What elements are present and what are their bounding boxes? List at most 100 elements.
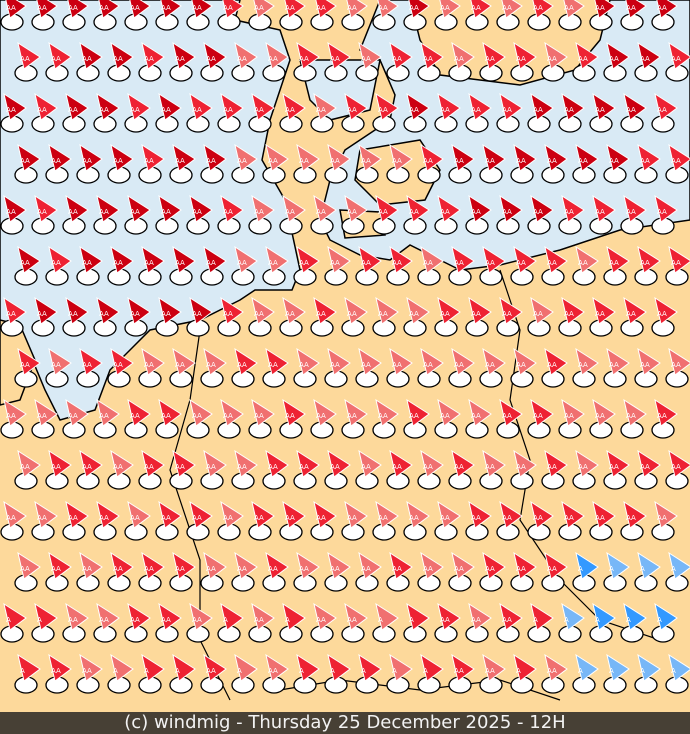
wind-flag-label: AA (471, 310, 481, 318)
wind-marker: AA (310, 296, 337, 337)
wind-marker: AA (124, 194, 151, 235)
wind-flag-label: AA (392, 157, 402, 165)
wind-flag-icon (17, 653, 41, 682)
wind-flag-label: AA (37, 208, 47, 216)
wind-flag-icon (3, 296, 27, 325)
wind-flag-icon (468, 398, 492, 427)
wind-marker: AA (217, 296, 244, 337)
wind-marker: AA (155, 602, 182, 643)
wind-flag-icon (389, 143, 413, 172)
wind-marker: AA (448, 653, 475, 694)
wind-flag-icon (513, 653, 537, 682)
wind-marker: AA (262, 245, 289, 286)
wind-flag-icon (110, 143, 134, 172)
wind-flag-icon (575, 551, 599, 580)
wind-marker: AA (262, 347, 289, 388)
wind-flag-label: A (113, 667, 118, 675)
wind-flag-icon (563, 0, 585, 19)
wind-flag-label: A (423, 667, 428, 675)
wind-marker: A (634, 653, 661, 694)
wind-flag-label: AA (347, 514, 357, 522)
wind-flag-icon (544, 551, 568, 580)
wind-flag-label: AA (533, 208, 543, 216)
wind-flag-icon (127, 296, 151, 325)
wind-marker: AA (155, 500, 182, 541)
wind-marker: AA (355, 143, 382, 184)
wind-flag-icon (17, 551, 41, 580)
wind-flag-label: AA (82, 667, 92, 675)
wind-flag-icon (79, 143, 103, 172)
wind-flag-icon (34, 500, 58, 529)
wind-flag-icon (65, 398, 89, 427)
wind-flag-label: AA (161, 412, 171, 420)
wind-marker: AA (124, 92, 151, 133)
wind-marker: AA (417, 347, 444, 388)
wind-flag-icon (282, 194, 306, 223)
wind-flag-icon (220, 92, 244, 121)
wind-flag-label: AA (502, 412, 512, 420)
wind-flag-label: AA (423, 463, 433, 471)
wind-marker: AA (665, 41, 690, 82)
wind-flag-icon (437, 92, 461, 121)
wind-flag-label: AA (595, 412, 605, 420)
wind-marker: AA (76, 41, 103, 82)
wind-flag-label: AA (657, 514, 667, 522)
wind-marker: AA (558, 194, 585, 235)
wind-marker: AA (217, 194, 244, 235)
wind-flag-label: AA (144, 463, 154, 471)
wind-marker: AA (510, 449, 537, 490)
wind-flag-icon (234, 143, 258, 172)
wind-flag-icon (561, 500, 585, 529)
wind-flag-icon (358, 41, 382, 70)
wind-flag-icon (141, 449, 165, 478)
wind-marker: AA (434, 398, 461, 439)
wind-marker: AA (324, 143, 351, 184)
wind-flag-icon (48, 143, 72, 172)
wind-flag-icon (189, 194, 213, 223)
wind-marker: AA (76, 653, 103, 694)
wind-marker: AA (496, 296, 523, 337)
wind-marker: AA (527, 194, 554, 235)
wind-flag-icon (127, 92, 151, 121)
wind-flag-icon (513, 449, 537, 478)
wind-marker: A (572, 653, 599, 694)
wind-marker: AA (434, 602, 461, 643)
wind-marker: AA (403, 194, 430, 235)
wind-marker: A (527, 602, 554, 643)
wind-flag-label: AA (130, 616, 140, 624)
wind-flag-icon (127, 194, 151, 223)
wind-flag-icon (375, 398, 399, 427)
wind-marker: AA (0, 194, 27, 235)
wind-flag-label: AA (533, 514, 543, 522)
wind-flag-label: AA (254, 106, 264, 114)
wind-flag-icon (606, 449, 630, 478)
wind-marker: AA (31, 194, 58, 235)
wind-flag-label: AA (657, 208, 667, 216)
wind-flag-icon (375, 602, 399, 631)
wind-flag-label: AA (471, 412, 481, 420)
wind-flag-label: AA (454, 667, 464, 675)
wind-marker: AA (107, 41, 134, 82)
wind-flag-icon (172, 143, 196, 172)
wind-flag-icon (344, 92, 368, 121)
wind-flag-label: A (578, 667, 583, 675)
wind-flag-icon (637, 653, 661, 682)
wind-flag-label: AA (254, 412, 264, 420)
wind-flag-icon (654, 500, 678, 529)
wind-flag-label: AA (547, 259, 557, 267)
wind-flag-label: AA (192, 4, 202, 12)
wind-flag-label: AA (144, 565, 154, 573)
wind-marker: AA (403, 500, 430, 541)
wind-flag-label: AA (68, 616, 78, 624)
wind-flag-label: AA (237, 463, 247, 471)
wind-flag-icon (127, 602, 151, 631)
wind-flag-label: AA (299, 55, 309, 63)
wind-marker: AA (651, 92, 678, 133)
wind-flag-icon (623, 500, 647, 529)
wind-marker: AA (372, 0, 399, 31)
wind-marker: AA (0, 398, 27, 439)
wind-flag-icon (592, 194, 616, 223)
wind-flag-icon (313, 500, 337, 529)
wind-flag-icon (79, 347, 103, 376)
